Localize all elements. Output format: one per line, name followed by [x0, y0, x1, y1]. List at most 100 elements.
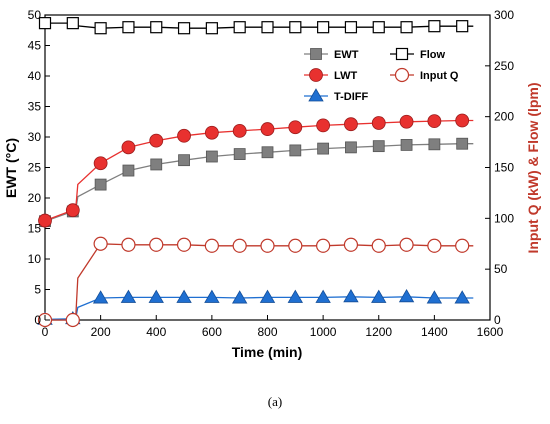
t-diff-point: [426, 290, 443, 304]
y-left-tick-label: 5: [34, 283, 41, 297]
figure-caption: (a): [267, 394, 283, 409]
t-diff-point: [231, 290, 248, 304]
flow-point: [261, 21, 274, 34]
lwt-point: [316, 118, 331, 133]
lwt-point: [121, 140, 136, 155]
t-diff-point: [315, 289, 331, 303]
y-left-tick-label: 45: [28, 39, 42, 53]
legend-flow-label: Flow: [420, 49, 445, 61]
t-diff-point: [343, 289, 359, 303]
lwt-point: [399, 114, 414, 129]
input-q-point: [427, 238, 442, 253]
legend-t-diff-label: T-DIFF: [334, 91, 368, 103]
y-right-axis-title: Input Q (kW) & Flow (lpm): [525, 82, 541, 253]
flow-point: [122, 21, 135, 34]
flow-point: [400, 21, 413, 34]
y-right-tick-label: 250: [494, 59, 514, 73]
input-q-point: [121, 237, 136, 252]
legend-box: [296, 44, 482, 108]
ewt-point: [122, 164, 135, 177]
t-diff-point: [120, 289, 137, 303]
y-left-tick-label: 35: [28, 100, 42, 114]
legend-input-q-label: Input Q: [420, 70, 459, 82]
legend-lwt-label: LWT: [334, 70, 357, 82]
ewt-point: [205, 150, 218, 163]
t-diff-point: [454, 290, 470, 304]
lwt-point: [344, 117, 358, 132]
x-tick-label: 0: [42, 325, 49, 339]
ewt-point: [94, 178, 107, 191]
ewt-line: [44, 143, 474, 222]
flow-point: [94, 22, 107, 35]
y-left-axis-title: EWT (°C): [3, 138, 19, 198]
ewt-point: [289, 144, 302, 157]
ewt-point: [233, 148, 246, 160]
t-diff-point: [287, 289, 304, 303]
flow-point: [317, 21, 330, 34]
x-tick-label: 400: [146, 325, 166, 339]
input-q-point: [65, 312, 80, 328]
y-right-tick-label: 300: [494, 8, 514, 22]
y-left-tick-label: 40: [28, 69, 42, 83]
legend-ewt-marker: [310, 48, 322, 60]
x-ticks: 0 200 400 600 800 1000 1200 1400 1600: [42, 315, 504, 339]
x-tick-label: 200: [91, 325, 111, 339]
input-q-point: [455, 238, 470, 253]
y-left-tick-label: 15: [28, 222, 42, 236]
legend: EWT Flow LWT Input Q T-DIFF: [296, 44, 482, 108]
x-tick-label: 600: [202, 325, 222, 339]
lwt-point: [232, 123, 247, 138]
t-diff-point: [148, 289, 164, 303]
lwt-point: [260, 122, 275, 136]
t-diff-point: [398, 289, 415, 303]
y-left-tick-label: 25: [28, 161, 42, 175]
y-left-tick-label: 50: [28, 8, 42, 22]
input-q-point: [260, 238, 275, 253]
t-diff-point: [176, 289, 192, 303]
markers: [37, 17, 470, 328]
ewt-point: [428, 138, 441, 151]
flow-point: [38, 17, 52, 30]
legend-flow-marker: [395, 47, 409, 61]
ewt-point: [456, 137, 469, 150]
input-q-point: [371, 238, 386, 253]
input-q-point: [399, 237, 414, 252]
y-right-tick-label: 150: [494, 161, 514, 175]
flow-point: [233, 21, 246, 34]
lwt-point: [204, 125, 219, 140]
y-right-tick-label: 200: [494, 110, 514, 124]
y-right-tick-label: 100: [494, 211, 514, 225]
t-diff-point: [259, 289, 276, 303]
x-axis-title: Time (min): [232, 344, 303, 360]
x-tick-label: 800: [257, 325, 277, 339]
lwt-point: [455, 113, 470, 128]
lwt-point: [65, 203, 80, 218]
legend-lwt-marker: [309, 68, 323, 82]
legend-t-diff-marker: [308, 88, 324, 102]
flow-point: [289, 21, 302, 34]
y-right-ticks: 0 50 100 150 200 250 300: [485, 8, 514, 327]
flow-point: [177, 22, 191, 35]
input-q-point: [316, 238, 331, 253]
flow-point: [344, 21, 358, 34]
y-right-tick-label: 50: [494, 262, 508, 276]
t-diff-point: [371, 289, 387, 303]
lwt-point: [93, 156, 108, 171]
ewt-point: [400, 139, 413, 151]
flow-point: [205, 22, 218, 35]
flow-point: [150, 21, 163, 34]
lwt-line: [44, 119, 474, 222]
input-q-point: [204, 238, 219, 253]
input-q-point: [343, 237, 359, 252]
y-left-tick-label: 30: [28, 130, 42, 144]
t-diff-point: [92, 290, 109, 304]
input-q-point: [149, 237, 164, 252]
ewt-point: [178, 154, 190, 167]
y-left-tick-label: 20: [28, 191, 42, 205]
y-left-tick-label: 0: [34, 313, 41, 327]
flow-point: [428, 20, 441, 33]
legend-ewt-label: EWT: [334, 49, 359, 61]
ewt-point: [150, 158, 163, 171]
lwt-point: [149, 133, 164, 148]
x-tick-label: 1200: [365, 325, 392, 339]
